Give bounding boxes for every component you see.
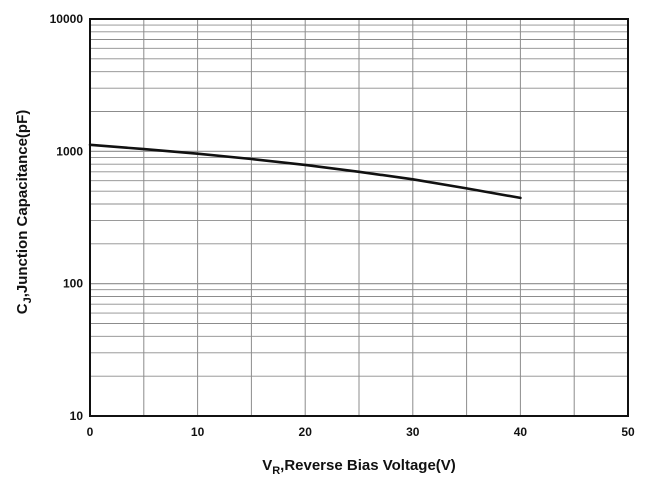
y-tick-labels: 10 100 1000 10000 [50,12,84,423]
grid-lines [90,19,628,416]
x-tick-label: 0 [87,425,94,439]
x-tick-label: 40 [514,425,528,439]
y-axis-title-subscript: J [22,297,34,303]
y-tick-label: 10 [70,409,84,423]
series-layer [88,143,522,200]
x-axis-title-main: V [262,457,272,474]
x-tick-label: 10 [191,425,205,439]
y-axis-title: CJ,Junction Capacitance(pF) [14,110,34,315]
y-tick-label: 1000 [56,144,83,158]
plot-frame [89,18,629,417]
x-axis-title-subscript: R [272,465,280,477]
y-axis-title-main: C [14,303,31,314]
capacitance-curve [88,143,522,200]
x-tick-label: 50 [621,425,635,439]
x-tick-label: 30 [406,425,420,439]
x-axis-title: VR,Reverse Bias Voltage(V) [262,457,456,477]
x-tick-label: 20 [299,425,313,439]
y-tick-label: 10000 [50,12,84,26]
y-tick-label: 100 [63,277,83,291]
x-tick-labels: 0 10 20 30 40 50 [87,425,635,439]
y-axis-title-rest: ,Junction Capacitance(pF) [14,110,31,298]
x-axis-title-rest: ,Reverse Bias Voltage(V) [280,457,456,474]
